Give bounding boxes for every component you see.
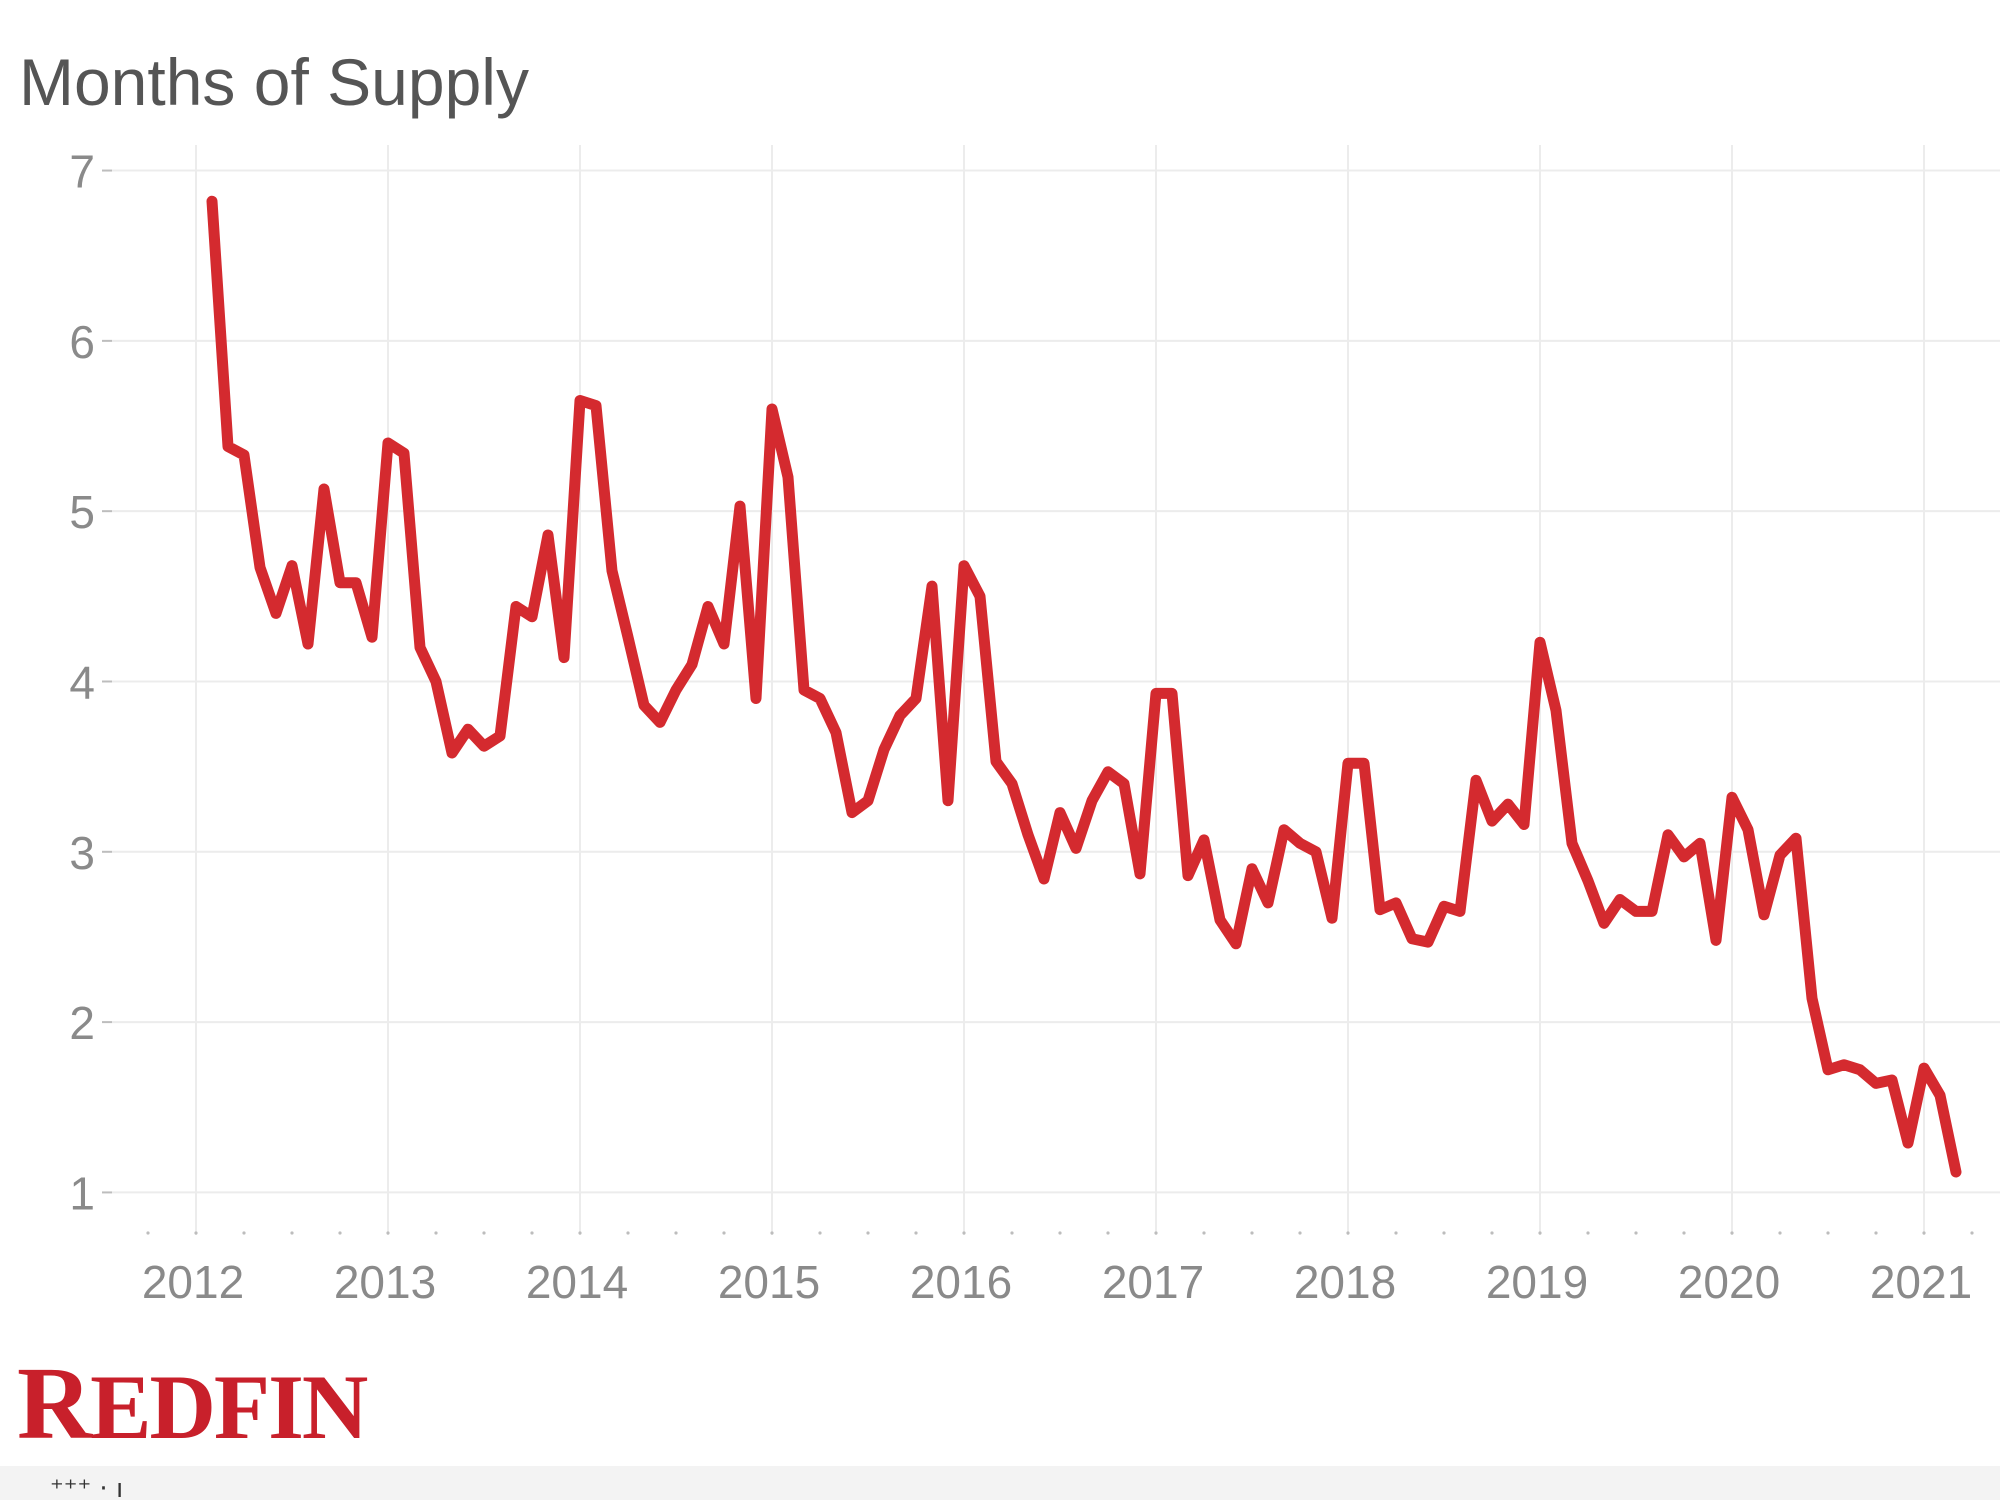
- y-tick-label: 1: [69, 1167, 95, 1219]
- x-minor-tick: [1538, 1231, 1542, 1235]
- y-tick-label: 7: [69, 146, 95, 198]
- x-minor-tick: [1394, 1231, 1398, 1235]
- x-minor-tick: [962, 1231, 966, 1235]
- x-minor-tick: [770, 1231, 774, 1235]
- x-tick-label: 2012: [142, 1256, 244, 1308]
- x-minor-tick: [194, 1231, 198, 1235]
- x-tick-label: 2013: [334, 1256, 436, 1308]
- x-minor-tick: [242, 1231, 246, 1235]
- x-minor-tick: [1922, 1231, 1926, 1235]
- y-tick-label: 5: [69, 486, 95, 538]
- x-tick-label: 2019: [1486, 1256, 1588, 1308]
- months-of-supply-chart: 1 2 3 4 5 6 7 2012 2013 2014 2015 2016 2017 2018 2019 2…: [69, 145, 2000, 1308]
- months-of-supply-line: [206, 195, 1962, 1178]
- y-tick-label: 2: [69, 997, 95, 1049]
- chart-title: Months of Supply: [19, 45, 529, 119]
- x-minor-tick: [626, 1231, 630, 1235]
- x-minor-tick: [1202, 1231, 1206, 1235]
- series-layer: [206, 195, 1962, 1178]
- x-minor-tick: [674, 1231, 678, 1235]
- x-minor-tick: [1874, 1231, 1878, 1235]
- grid-lines: [112, 145, 2000, 1235]
- x-minor-tick: [1442, 1231, 1446, 1235]
- x-minor-tick: [482, 1231, 486, 1235]
- y-tick-label: 3: [69, 827, 95, 879]
- axis-ticks: [102, 169, 1974, 1235]
- x-minor-tick: [290, 1231, 294, 1235]
- x-minor-tick: [1058, 1231, 1062, 1235]
- x-minor-tick: [1730, 1231, 1734, 1235]
- x-minor-tick: [1634, 1231, 1638, 1235]
- x-minor-tick: [818, 1231, 822, 1235]
- x-minor-tick: [146, 1231, 150, 1235]
- x-minor-tick: [1154, 1231, 1158, 1235]
- footer-logo-icon: ⁺⁺⁺ · ı: [50, 1474, 124, 1504]
- x-tick-label: 2016: [910, 1256, 1012, 1308]
- x-minor-tick: [1346, 1231, 1350, 1235]
- redfin-logo: REDFIN: [17, 1346, 368, 1461]
- x-tick-label: 2021: [1870, 1256, 1972, 1308]
- footer-strip: [0, 1466, 2000, 1500]
- tick-labels: 1 2 3 4 5 6 7 2012 2013 2014 2015 2016 2017 2018 2019 2…: [69, 146, 1972, 1308]
- x-minor-tick: [1778, 1231, 1782, 1235]
- x-minor-tick: [1298, 1231, 1302, 1235]
- x-minor-tick: [1682, 1231, 1686, 1235]
- x-tick-label: 2014: [526, 1256, 628, 1308]
- x-minor-tick: [1106, 1231, 1110, 1235]
- x-minor-tick: [530, 1231, 534, 1235]
- x-minor-tick: [338, 1231, 342, 1235]
- x-minor-tick: [1826, 1231, 1830, 1235]
- x-minor-tick: [386, 1231, 390, 1235]
- x-tick-label: 2017: [1102, 1256, 1204, 1308]
- x-minor-tick: [1010, 1231, 1014, 1235]
- x-minor-tick: [578, 1231, 582, 1235]
- x-minor-tick: [866, 1231, 870, 1235]
- x-minor-tick: [1490, 1231, 1494, 1235]
- x-minor-tick: [722, 1231, 726, 1235]
- x-minor-tick: [1250, 1231, 1254, 1235]
- x-tick-label: 2018: [1294, 1256, 1396, 1308]
- x-minor-tick: [1586, 1231, 1590, 1235]
- x-minor-tick: [1970, 1231, 1974, 1235]
- x-minor-tick: [434, 1231, 438, 1235]
- y-tick-label: 6: [69, 316, 95, 368]
- x-minor-tick: [914, 1231, 918, 1235]
- x-tick-label: 2015: [718, 1256, 820, 1308]
- y-tick-label: 4: [69, 656, 95, 708]
- x-tick-label: 2020: [1678, 1256, 1780, 1308]
